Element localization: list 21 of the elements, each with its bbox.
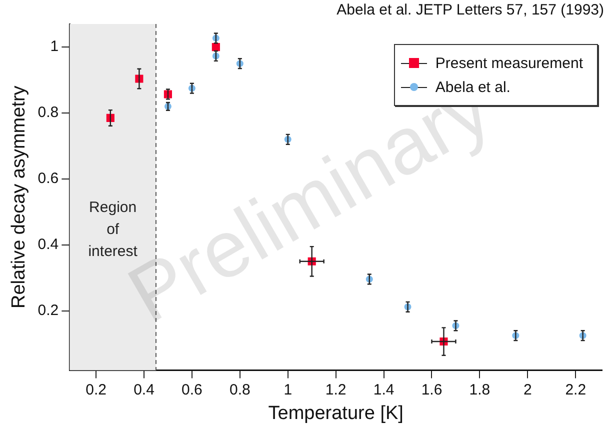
text: Abela et al. JETP Letters 57, 157 (1993) <box>336 2 604 19</box>
y-tick-label: 0.2 <box>38 302 59 319</box>
y-axis-title: Relative decay asymmetry <box>8 85 30 308</box>
x-tick-label: 0.4 <box>134 381 154 398</box>
x-tick-label: 1.4 <box>373 381 394 398</box>
x-tick-label: 2 <box>523 381 532 398</box>
y-tick-label: 0.4 <box>38 236 59 254</box>
y-tick-label: 0.8 <box>38 104 59 122</box>
y-tick-label: 0.6 <box>38 170 59 188</box>
x-tick-label: 1 <box>284 381 292 398</box>
point <box>212 43 220 52</box>
x-tick-label: 1.2 <box>325 381 346 398</box>
x-tick-label: 2.2 <box>565 381 586 398</box>
x-tick-label: 0.2 <box>86 381 106 398</box>
x-tick-label: 1.6 <box>421 381 442 398</box>
x-tick-label: 0.8 <box>229 381 250 398</box>
legend-label: Present measurement <box>435 54 583 72</box>
x-axis-title: Temperature [K] <box>268 402 404 424</box>
x-tick-label: 0.6 <box>182 381 202 398</box>
y-tick-label: 1 <box>50 38 59 56</box>
x-tick-label: 1.8 <box>469 381 490 398</box>
